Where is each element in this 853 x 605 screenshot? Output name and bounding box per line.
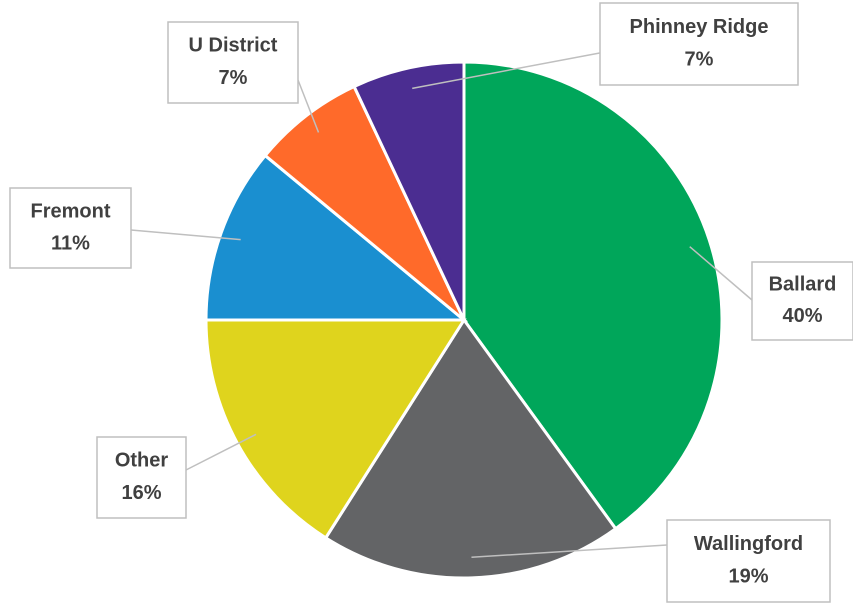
label-value: 16% xyxy=(121,482,161,504)
label-value: 7% xyxy=(685,49,714,71)
pie-slice xyxy=(352,60,466,321)
label-box xyxy=(751,261,853,341)
label-value: 40% xyxy=(782,305,822,327)
leader-line xyxy=(689,246,753,301)
pie-slice xyxy=(204,153,469,322)
label-name: Fremont xyxy=(31,200,111,222)
label-box xyxy=(167,21,299,104)
leader-line xyxy=(412,51,606,90)
label-value: 11% xyxy=(51,232,90,254)
label-name: Ballard xyxy=(769,274,837,296)
label-box xyxy=(96,436,187,519)
leader-line xyxy=(185,433,257,471)
pie-slice xyxy=(462,60,724,531)
pie-slice xyxy=(323,317,618,580)
label-value: 7% xyxy=(219,67,248,89)
leader-line xyxy=(471,544,668,558)
leader-line xyxy=(130,229,241,241)
label-box xyxy=(666,519,831,603)
label-box xyxy=(599,2,799,86)
label-box xyxy=(9,187,132,269)
label-name: Wallingford xyxy=(694,533,803,555)
label-name: Other xyxy=(115,450,169,472)
label-name: Phinney Ridge xyxy=(630,16,769,38)
label-value: 19% xyxy=(728,566,768,588)
pie-slice xyxy=(263,84,466,322)
label-name: U District xyxy=(189,35,278,57)
leader-line xyxy=(297,79,320,133)
